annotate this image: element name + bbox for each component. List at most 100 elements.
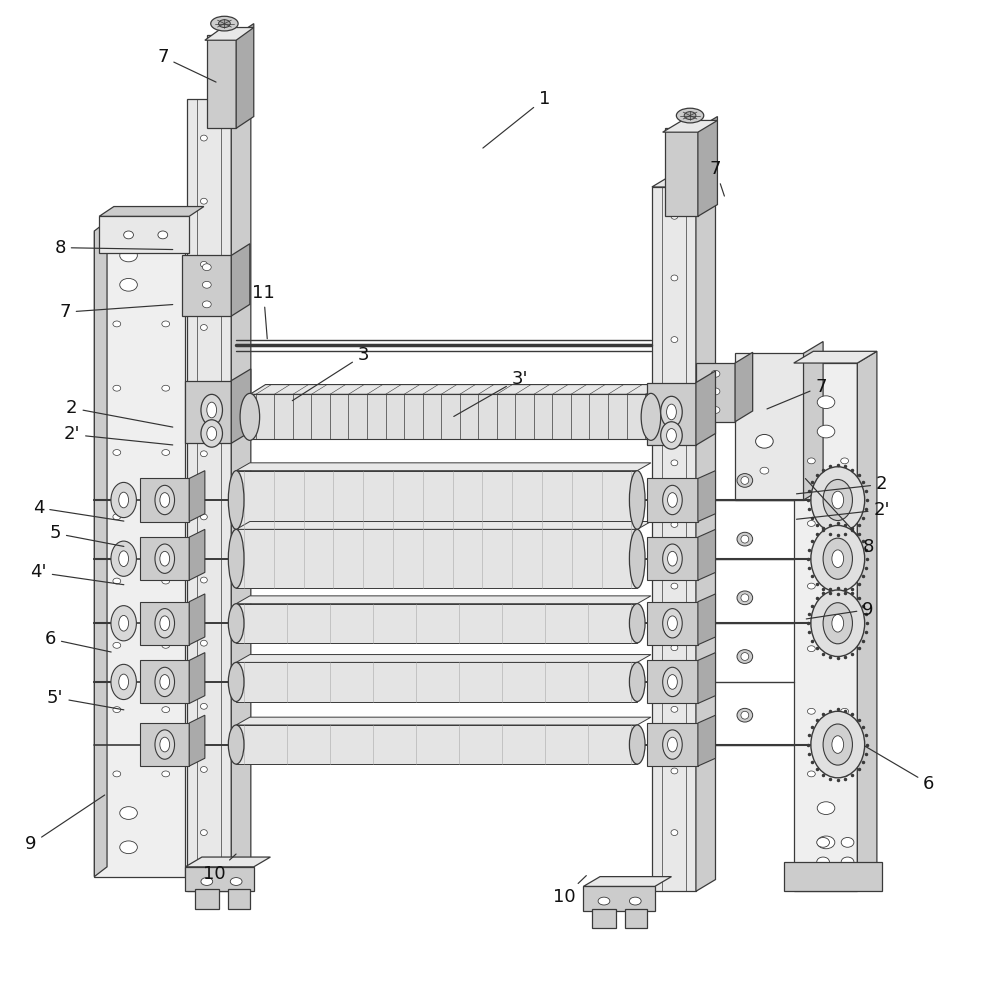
Polygon shape — [140, 537, 189, 580]
Ellipse shape — [113, 450, 121, 455]
Ellipse shape — [663, 485, 682, 515]
Ellipse shape — [663, 544, 682, 573]
Text: 7: 7 — [767, 378, 827, 409]
Polygon shape — [232, 84, 251, 891]
Text: 4': 4' — [30, 563, 124, 585]
Ellipse shape — [807, 583, 815, 589]
Polygon shape — [185, 857, 271, 867]
Ellipse shape — [162, 514, 170, 520]
Ellipse shape — [113, 771, 121, 777]
Ellipse shape — [671, 583, 678, 589]
Polygon shape — [857, 351, 877, 891]
Ellipse shape — [201, 878, 213, 885]
Ellipse shape — [113, 385, 121, 391]
Ellipse shape — [841, 458, 849, 464]
Ellipse shape — [111, 606, 136, 641]
Ellipse shape — [201, 420, 223, 447]
Text: 2': 2' — [797, 501, 890, 519]
Polygon shape — [697, 471, 715, 522]
Polygon shape — [803, 342, 823, 500]
Ellipse shape — [155, 609, 175, 638]
Ellipse shape — [741, 711, 749, 719]
Ellipse shape — [113, 642, 121, 648]
Ellipse shape — [676, 108, 703, 123]
Polygon shape — [140, 478, 189, 522]
Polygon shape — [99, 207, 204, 216]
Ellipse shape — [711, 407, 720, 413]
Ellipse shape — [219, 20, 231, 28]
Polygon shape — [236, 522, 651, 529]
Ellipse shape — [823, 479, 852, 521]
Polygon shape — [185, 381, 232, 443]
Ellipse shape — [160, 493, 170, 507]
Ellipse shape — [630, 529, 645, 588]
Ellipse shape — [155, 544, 175, 573]
Polygon shape — [232, 244, 250, 316]
Text: 2': 2' — [64, 425, 173, 445]
Text: 4: 4 — [32, 499, 124, 521]
Ellipse shape — [832, 491, 844, 509]
Ellipse shape — [630, 725, 645, 764]
Polygon shape — [189, 715, 205, 766]
Polygon shape — [696, 371, 715, 445]
Text: 9: 9 — [25, 795, 105, 853]
Polygon shape — [697, 529, 715, 580]
Ellipse shape — [741, 653, 749, 660]
Polygon shape — [647, 723, 697, 766]
Polygon shape — [584, 886, 655, 911]
Ellipse shape — [841, 646, 849, 652]
Polygon shape — [664, 128, 697, 216]
Polygon shape — [647, 602, 697, 645]
Ellipse shape — [630, 662, 645, 702]
Ellipse shape — [155, 730, 175, 759]
Polygon shape — [696, 363, 735, 422]
Ellipse shape — [667, 493, 677, 507]
Ellipse shape — [811, 525, 864, 592]
Ellipse shape — [807, 521, 815, 526]
Polygon shape — [652, 175, 715, 187]
Polygon shape — [94, 221, 107, 877]
Polygon shape — [189, 529, 205, 580]
Text: 2: 2 — [66, 399, 173, 427]
Ellipse shape — [120, 278, 137, 291]
Ellipse shape — [737, 650, 752, 663]
Ellipse shape — [630, 897, 642, 905]
Text: 6: 6 — [44, 630, 111, 652]
Ellipse shape — [817, 802, 835, 814]
Ellipse shape — [663, 667, 682, 697]
Ellipse shape — [202, 301, 211, 308]
Ellipse shape — [811, 590, 864, 657]
Ellipse shape — [817, 857, 830, 867]
Ellipse shape — [162, 385, 170, 391]
Text: 7: 7 — [709, 160, 724, 196]
Ellipse shape — [741, 477, 749, 484]
Ellipse shape — [120, 807, 137, 819]
Polygon shape — [647, 660, 697, 703]
Ellipse shape — [663, 730, 682, 759]
Polygon shape — [697, 653, 715, 703]
Polygon shape — [696, 175, 715, 891]
Ellipse shape — [119, 551, 129, 567]
Polygon shape — [647, 383, 696, 445]
Ellipse shape — [663, 609, 682, 638]
Polygon shape — [236, 529, 638, 588]
Ellipse shape — [760, 467, 769, 474]
Polygon shape — [189, 471, 205, 522]
Polygon shape — [250, 394, 651, 439]
Ellipse shape — [642, 393, 661, 440]
Ellipse shape — [811, 711, 864, 778]
Text: 10: 10 — [203, 854, 236, 883]
Polygon shape — [697, 594, 715, 645]
Polygon shape — [94, 231, 185, 877]
Ellipse shape — [200, 703, 207, 709]
Ellipse shape — [160, 737, 170, 752]
Ellipse shape — [162, 707, 170, 713]
Ellipse shape — [240, 393, 260, 440]
Ellipse shape — [671, 830, 678, 836]
Ellipse shape — [832, 550, 844, 567]
Ellipse shape — [120, 249, 137, 262]
Ellipse shape — [155, 667, 175, 697]
Text: 1: 1 — [483, 90, 550, 148]
Ellipse shape — [113, 321, 121, 327]
Ellipse shape — [630, 471, 645, 529]
